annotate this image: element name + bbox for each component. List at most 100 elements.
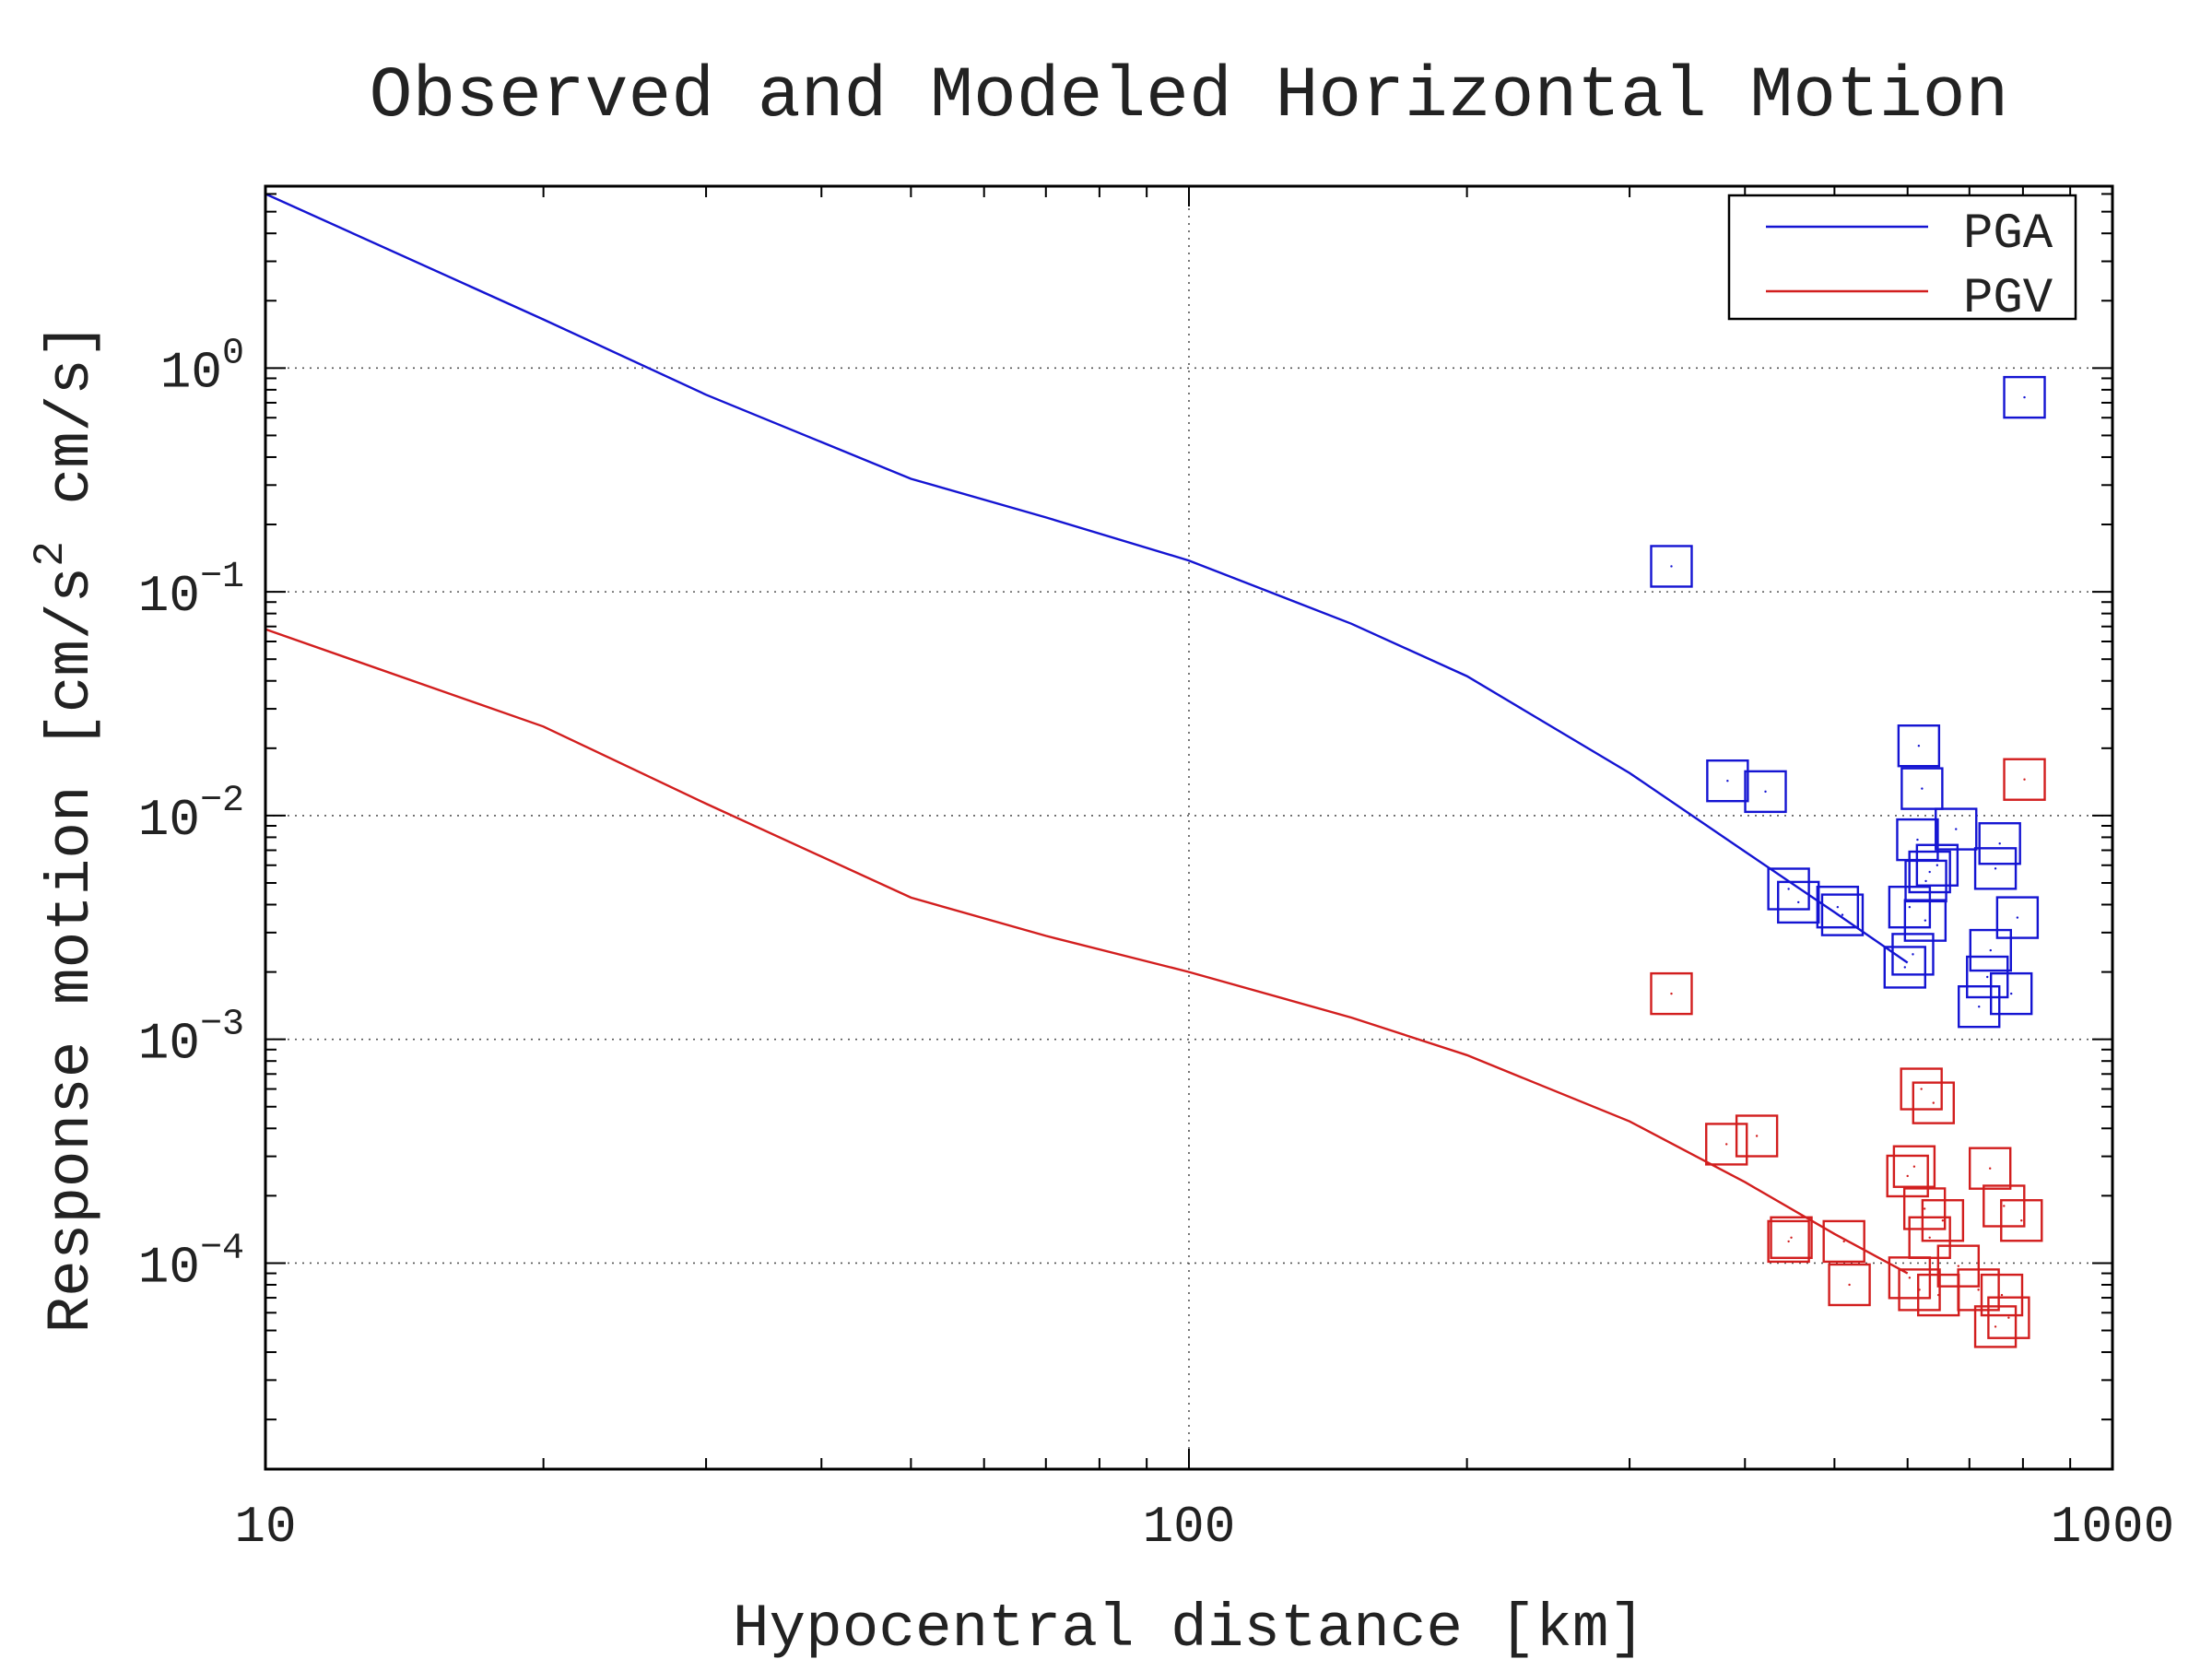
axis-ticks — [265, 186, 2112, 1469]
marker-dot-pgv-observed — [1920, 1088, 1923, 1090]
marker-pgv-observed — [1973, 1305, 2018, 1348]
legend-label-pgv: PGV — [1963, 271, 2053, 327]
marker-pga-observed — [1990, 971, 2033, 1016]
marker-pga-observed — [1958, 984, 2001, 1029]
marker-dot-pgv-observed — [1994, 1325, 1997, 1328]
marker-pgv-observed — [1902, 1187, 1947, 1230]
marker-pga-observed — [1915, 843, 1959, 887]
grid-lines — [265, 186, 2112, 1469]
marker-pgv-observed — [1983, 1184, 2026, 1228]
marker-dot-pgv-observed — [1842, 1240, 1845, 1243]
marker-dot-pgv-observed — [1941, 1219, 1945, 1222]
marker-dot-pgv-observed — [1932, 1101, 1935, 1104]
marker-pga-observed — [1777, 880, 1820, 924]
marker-pgv-observed — [1908, 1216, 1951, 1259]
marker-pgv-observed — [1900, 1067, 1943, 1111]
marker-dot-pgv-observed — [1908, 1277, 1912, 1279]
marker-dot-pgv-observed — [1670, 992, 1673, 995]
y-tick-label: 100 — [160, 333, 244, 402]
marker-pgv-observed — [2000, 1199, 2043, 1242]
marker-pga-observed — [1744, 770, 1787, 814]
marker-dot-pga-observed — [1921, 787, 1924, 790]
marker-dot-pga-observed — [1998, 842, 2001, 845]
marker-dot-pga-observed — [1924, 919, 1927, 922]
marker-dot-pgv-observed — [1957, 1265, 1960, 1267]
marker-dot-pga-observed — [1994, 867, 1997, 870]
marker-dot-pgv-observed — [2023, 778, 2026, 781]
marker-pga-observed — [1891, 933, 1935, 976]
legend: PGA PGV — [1727, 194, 2077, 327]
marker-dot-pga-observed — [1908, 905, 1912, 909]
marker-dot-pgv-observed — [2020, 1219, 2023, 1222]
series-line-pgv — [265, 628, 1909, 1275]
marker-pga-observed — [1973, 847, 2018, 890]
marker-pga-observed — [1883, 946, 1926, 989]
marker-dot-pga-observed — [1764, 790, 1767, 794]
observed-markers — [1650, 375, 2046, 1348]
y-tick-label: 10−1 — [138, 557, 244, 626]
marker-pga-observed — [1897, 724, 1941, 768]
marker-dot-pga-observed — [1928, 870, 1931, 874]
marker-dot-pgv-observed — [2000, 1293, 2004, 1297]
marker-dot-pga-observed — [1787, 888, 1790, 890]
marker-dot-pga-observed — [1936, 864, 1939, 866]
x-tick-label: 10 — [234, 1498, 296, 1557]
marker-pgv-observed — [1822, 1219, 1865, 1264]
marker-dot-pga-observed — [1955, 828, 1958, 830]
chart-title: Observed and Modeled Horizontal Motion — [370, 56, 2009, 137]
marker-pgv-observed — [1921, 1199, 1965, 1242]
marker-pgv-observed — [1898, 1268, 1941, 1312]
y-tick-label: 10−3 — [138, 1005, 244, 1074]
marker-pga-observed — [1908, 850, 1951, 894]
x-tick-label: 100 — [1143, 1498, 1236, 1557]
marker-dot-pga-observed — [1917, 745, 1921, 747]
marker-pga-observed — [1900, 767, 1944, 810]
legend-box — [1727, 194, 2077, 321]
marker-pgv-observed — [1892, 1145, 1936, 1188]
marker-pgv-observed — [1705, 1123, 1748, 1166]
data-series — [265, 193, 1909, 1275]
marker-pgv-observed — [2003, 758, 2046, 801]
marker-pgv-observed — [1767, 1219, 1810, 1264]
marker-dot-pga-observed — [1670, 565, 1673, 568]
marker-dot-pga-observed — [1989, 948, 1992, 952]
y-axis-label-post: cm/s] — [37, 323, 106, 542]
marker-pgv-observed — [1735, 1114, 1779, 1158]
marker-dot-pga-observed — [1986, 975, 1989, 979]
marker-dot-pga-observed — [1726, 779, 1729, 782]
marker-dot-pga-observed — [2010, 992, 2013, 995]
marker-dot-pga-observed — [1916, 838, 1919, 841]
marker-pga-observed — [1706, 759, 1749, 803]
marker-dot-pgv-observed — [1936, 1293, 1940, 1297]
y-axis-tick-labels: 100 10−1 10−2 10−3 10−4 — [138, 333, 244, 1297]
marker-pga-observed — [1969, 928, 2012, 972]
y-axis-label: Response motion [cm/s2 cm/s] — [27, 323, 106, 1334]
x-tick-label: 1000 — [2051, 1498, 2174, 1557]
marker-pga-observed — [1767, 867, 1810, 911]
marker-dot-pgv-observed — [2007, 1316, 2010, 1319]
series-line-pga — [265, 193, 1909, 964]
marker-pgv-observed — [1650, 971, 1693, 1016]
marker-dot-pga-observed — [2016, 916, 2019, 919]
marker-pga-observed — [1978, 822, 2021, 865]
marker-pga-observed — [1904, 859, 1947, 903]
marker-pgv-observed — [1980, 1273, 2024, 1317]
marker-dot-pgv-observed — [1755, 1135, 1759, 1137]
x-axis-tick-labels: 10 100 1000 — [234, 1498, 2174, 1557]
marker-dot-pga-observed — [2023, 395, 2026, 399]
marker-pgv-observed — [1969, 1147, 2012, 1190]
marker-dot-pgv-observed — [1977, 1288, 1980, 1291]
marker-pgv-observed — [1828, 1263, 1871, 1307]
marker-pgv-observed — [1770, 1216, 1813, 1259]
marker-pga-observed — [1995, 896, 2040, 939]
marker-dot-pga-observed — [1797, 900, 1800, 904]
marker-pga-observed — [1966, 955, 2009, 999]
marker-pgv-observed — [1886, 1154, 1929, 1198]
marker-dot-pga-observed — [1912, 953, 1914, 956]
marker-pga-observed — [1903, 899, 1947, 942]
marker-dot-pgv-observed — [1790, 1236, 1793, 1239]
marker-pga-observed — [1820, 893, 1865, 936]
marker-pga-observed — [1935, 807, 1978, 851]
marker-pga-observed — [1650, 545, 1693, 588]
